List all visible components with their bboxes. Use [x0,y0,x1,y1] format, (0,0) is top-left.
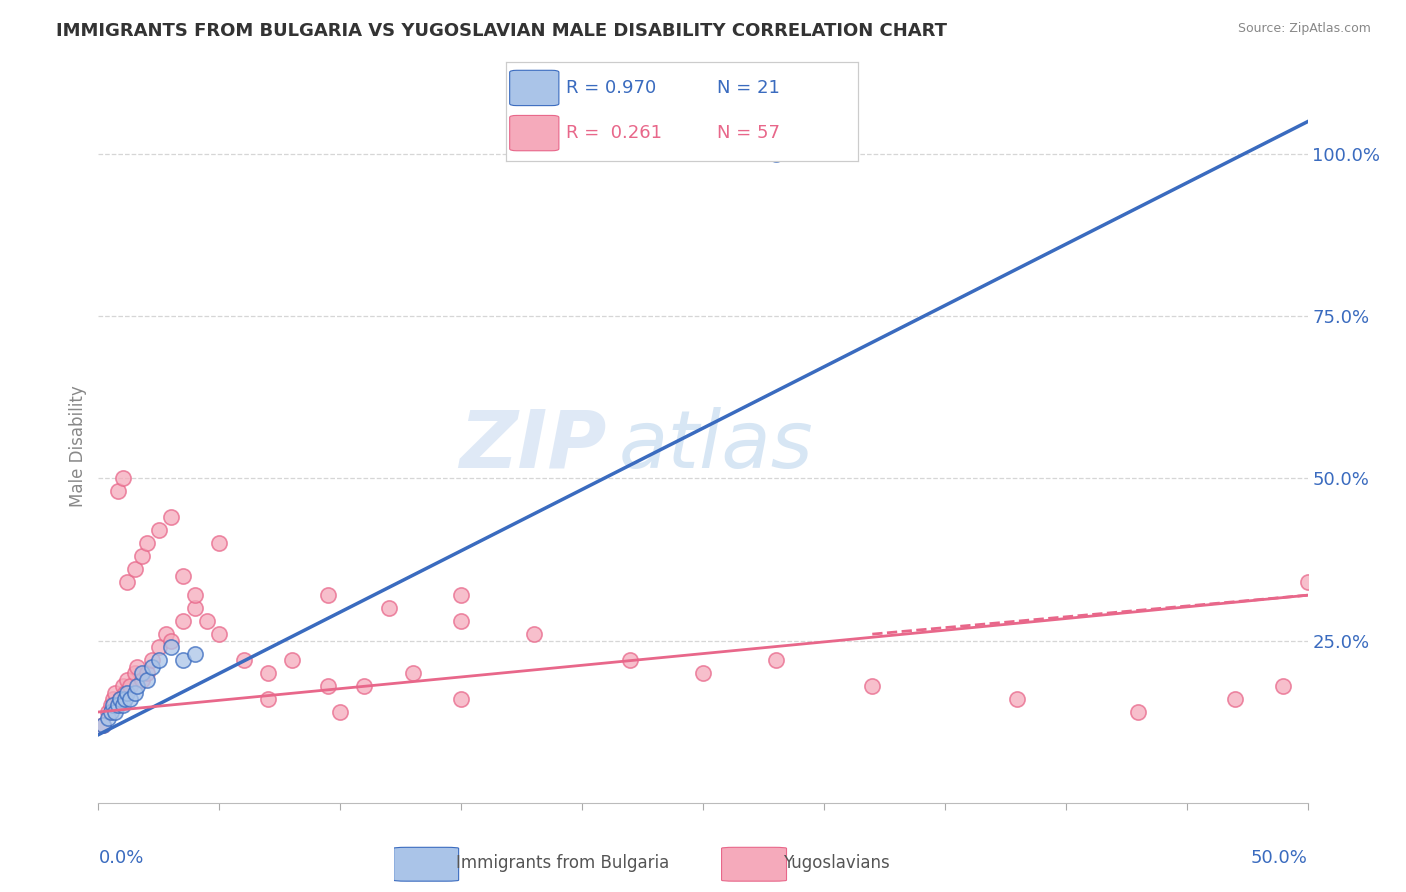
Point [172,614,194,628]
Point [100,705,122,719]
Y-axis label: Male Disability: Male Disability [69,385,87,507]
Point [104,705,127,719]
Point [124,685,146,699]
Point [208,536,231,550]
Point [131,666,153,681]
Text: R = 0.970: R = 0.970 [565,79,657,97]
Point [124,562,146,576]
Text: 50.0%: 50.0% [1251,849,1308,867]
Text: 0.0%: 0.0% [98,849,143,867]
Point [316,679,339,693]
Point [107,698,129,713]
Point [450,614,472,628]
Point [107,698,129,713]
FancyBboxPatch shape [721,847,786,881]
Text: Source: ZipAtlas.com: Source: ZipAtlas.com [1237,22,1371,36]
Point [155,627,177,641]
Point [1296,575,1319,590]
FancyBboxPatch shape [509,115,560,151]
Point [184,647,207,661]
Point [141,659,163,673]
Point [100,698,122,713]
Point [104,685,127,699]
Text: Yugoslavians: Yugoslavians [783,854,890,872]
Text: atlas: atlas [619,407,813,485]
Point [97,705,120,719]
Point [114,685,136,699]
Point [111,471,134,485]
Point [160,633,183,648]
Text: ZIP: ZIP [458,407,606,485]
Point [127,659,149,673]
Point [160,510,183,524]
Text: IMMIGRANTS FROM BULGARIA VS YUGOSLAVIAN MALE DISABILITY CORRELATION CHART: IMMIGRANTS FROM BULGARIA VS YUGOSLAVIAN … [56,22,948,40]
Point [131,673,153,687]
Point [184,601,207,615]
Point [450,692,472,706]
Point [114,692,136,706]
Point [1272,679,1295,693]
Text: Immigrants from Bulgaria: Immigrants from Bulgaria [456,854,669,872]
Point [118,679,141,693]
Text: R =  0.261: R = 0.261 [565,124,662,142]
Text: N = 57: N = 57 [717,124,780,142]
Point [256,692,278,706]
Point [135,673,157,687]
Point [765,653,787,667]
Point [117,685,139,699]
Point [172,653,194,667]
Point [523,627,546,641]
Text: N = 21: N = 21 [717,79,780,97]
FancyBboxPatch shape [394,847,458,881]
FancyBboxPatch shape [509,70,560,105]
Point [860,679,883,693]
Point [256,666,278,681]
Point [108,692,131,706]
Point [111,679,134,693]
Point [619,653,641,667]
Point [281,653,304,667]
Point [135,666,157,681]
Point [450,588,472,602]
Point [148,524,170,538]
Point [141,653,163,667]
Point [329,705,352,719]
Point [91,718,114,732]
Point [91,718,114,732]
Point [208,627,231,641]
Point [377,601,399,615]
Point [111,698,134,713]
Point [316,588,339,602]
Point [148,653,170,667]
Point [1223,692,1246,706]
Point [101,692,124,706]
Point [117,575,139,590]
Point [101,698,124,713]
Point [402,666,425,681]
Point [148,640,170,654]
Point [232,653,254,667]
Point [1007,692,1029,706]
Point [765,147,787,161]
Point [692,666,714,681]
Point [1128,705,1150,719]
Point [117,673,139,687]
Point [195,614,218,628]
Point [108,692,131,706]
Point [135,536,157,550]
Point [353,679,375,693]
Point [160,640,183,654]
Point [107,484,129,499]
Point [127,679,149,693]
Point [131,549,153,564]
Point [118,692,141,706]
Point [184,588,207,602]
Point [124,666,146,681]
Point [172,568,194,582]
Point [97,711,120,725]
